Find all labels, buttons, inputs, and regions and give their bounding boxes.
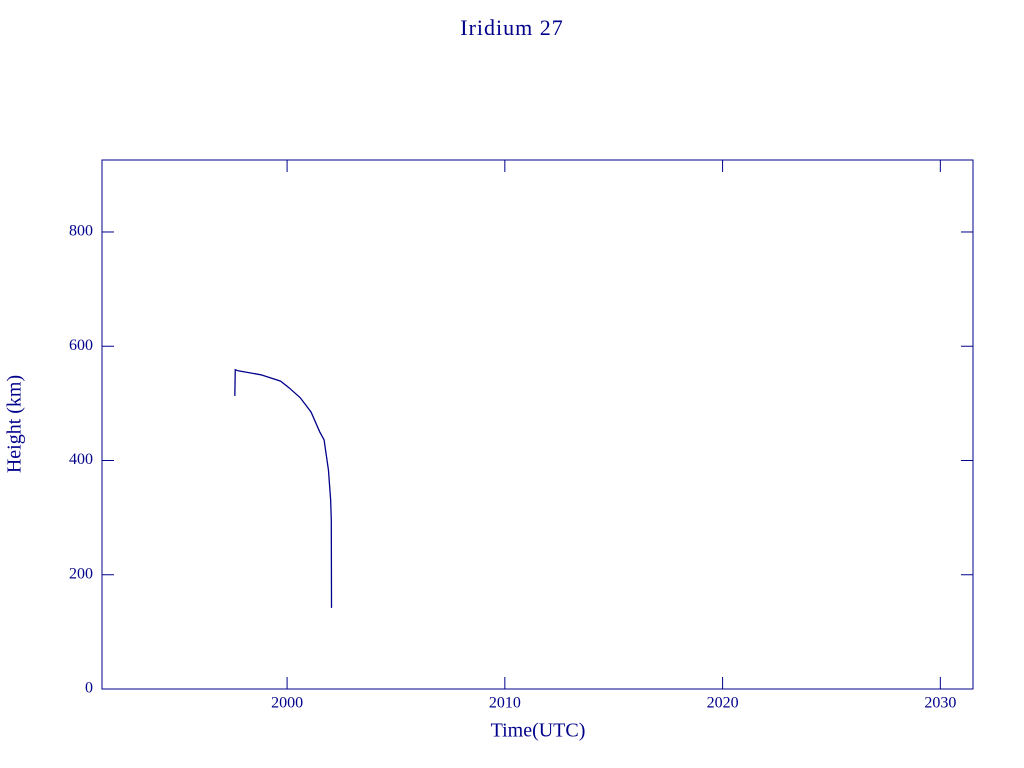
- x-tick-label: 2010: [489, 695, 521, 712]
- y-tick-label: 800: [69, 223, 93, 240]
- x-tick-label: 2030: [924, 695, 956, 712]
- chart-title: Iridium 27: [460, 15, 564, 40]
- x-axis-label: Time(UTC): [491, 720, 586, 742]
- y-axis-label: Height (km): [4, 375, 26, 473]
- y-tick-label: 600: [69, 337, 93, 354]
- y-tick-label: 200: [69, 565, 93, 582]
- x-tick-label: 2020: [707, 695, 739, 712]
- y-tick-label: 0: [85, 680, 93, 697]
- y-tick-label: 400: [69, 451, 93, 468]
- plot-frame: [101, 159, 974, 690]
- x-tick-label: 2000: [271, 695, 303, 712]
- data-line: [234, 368, 333, 608]
